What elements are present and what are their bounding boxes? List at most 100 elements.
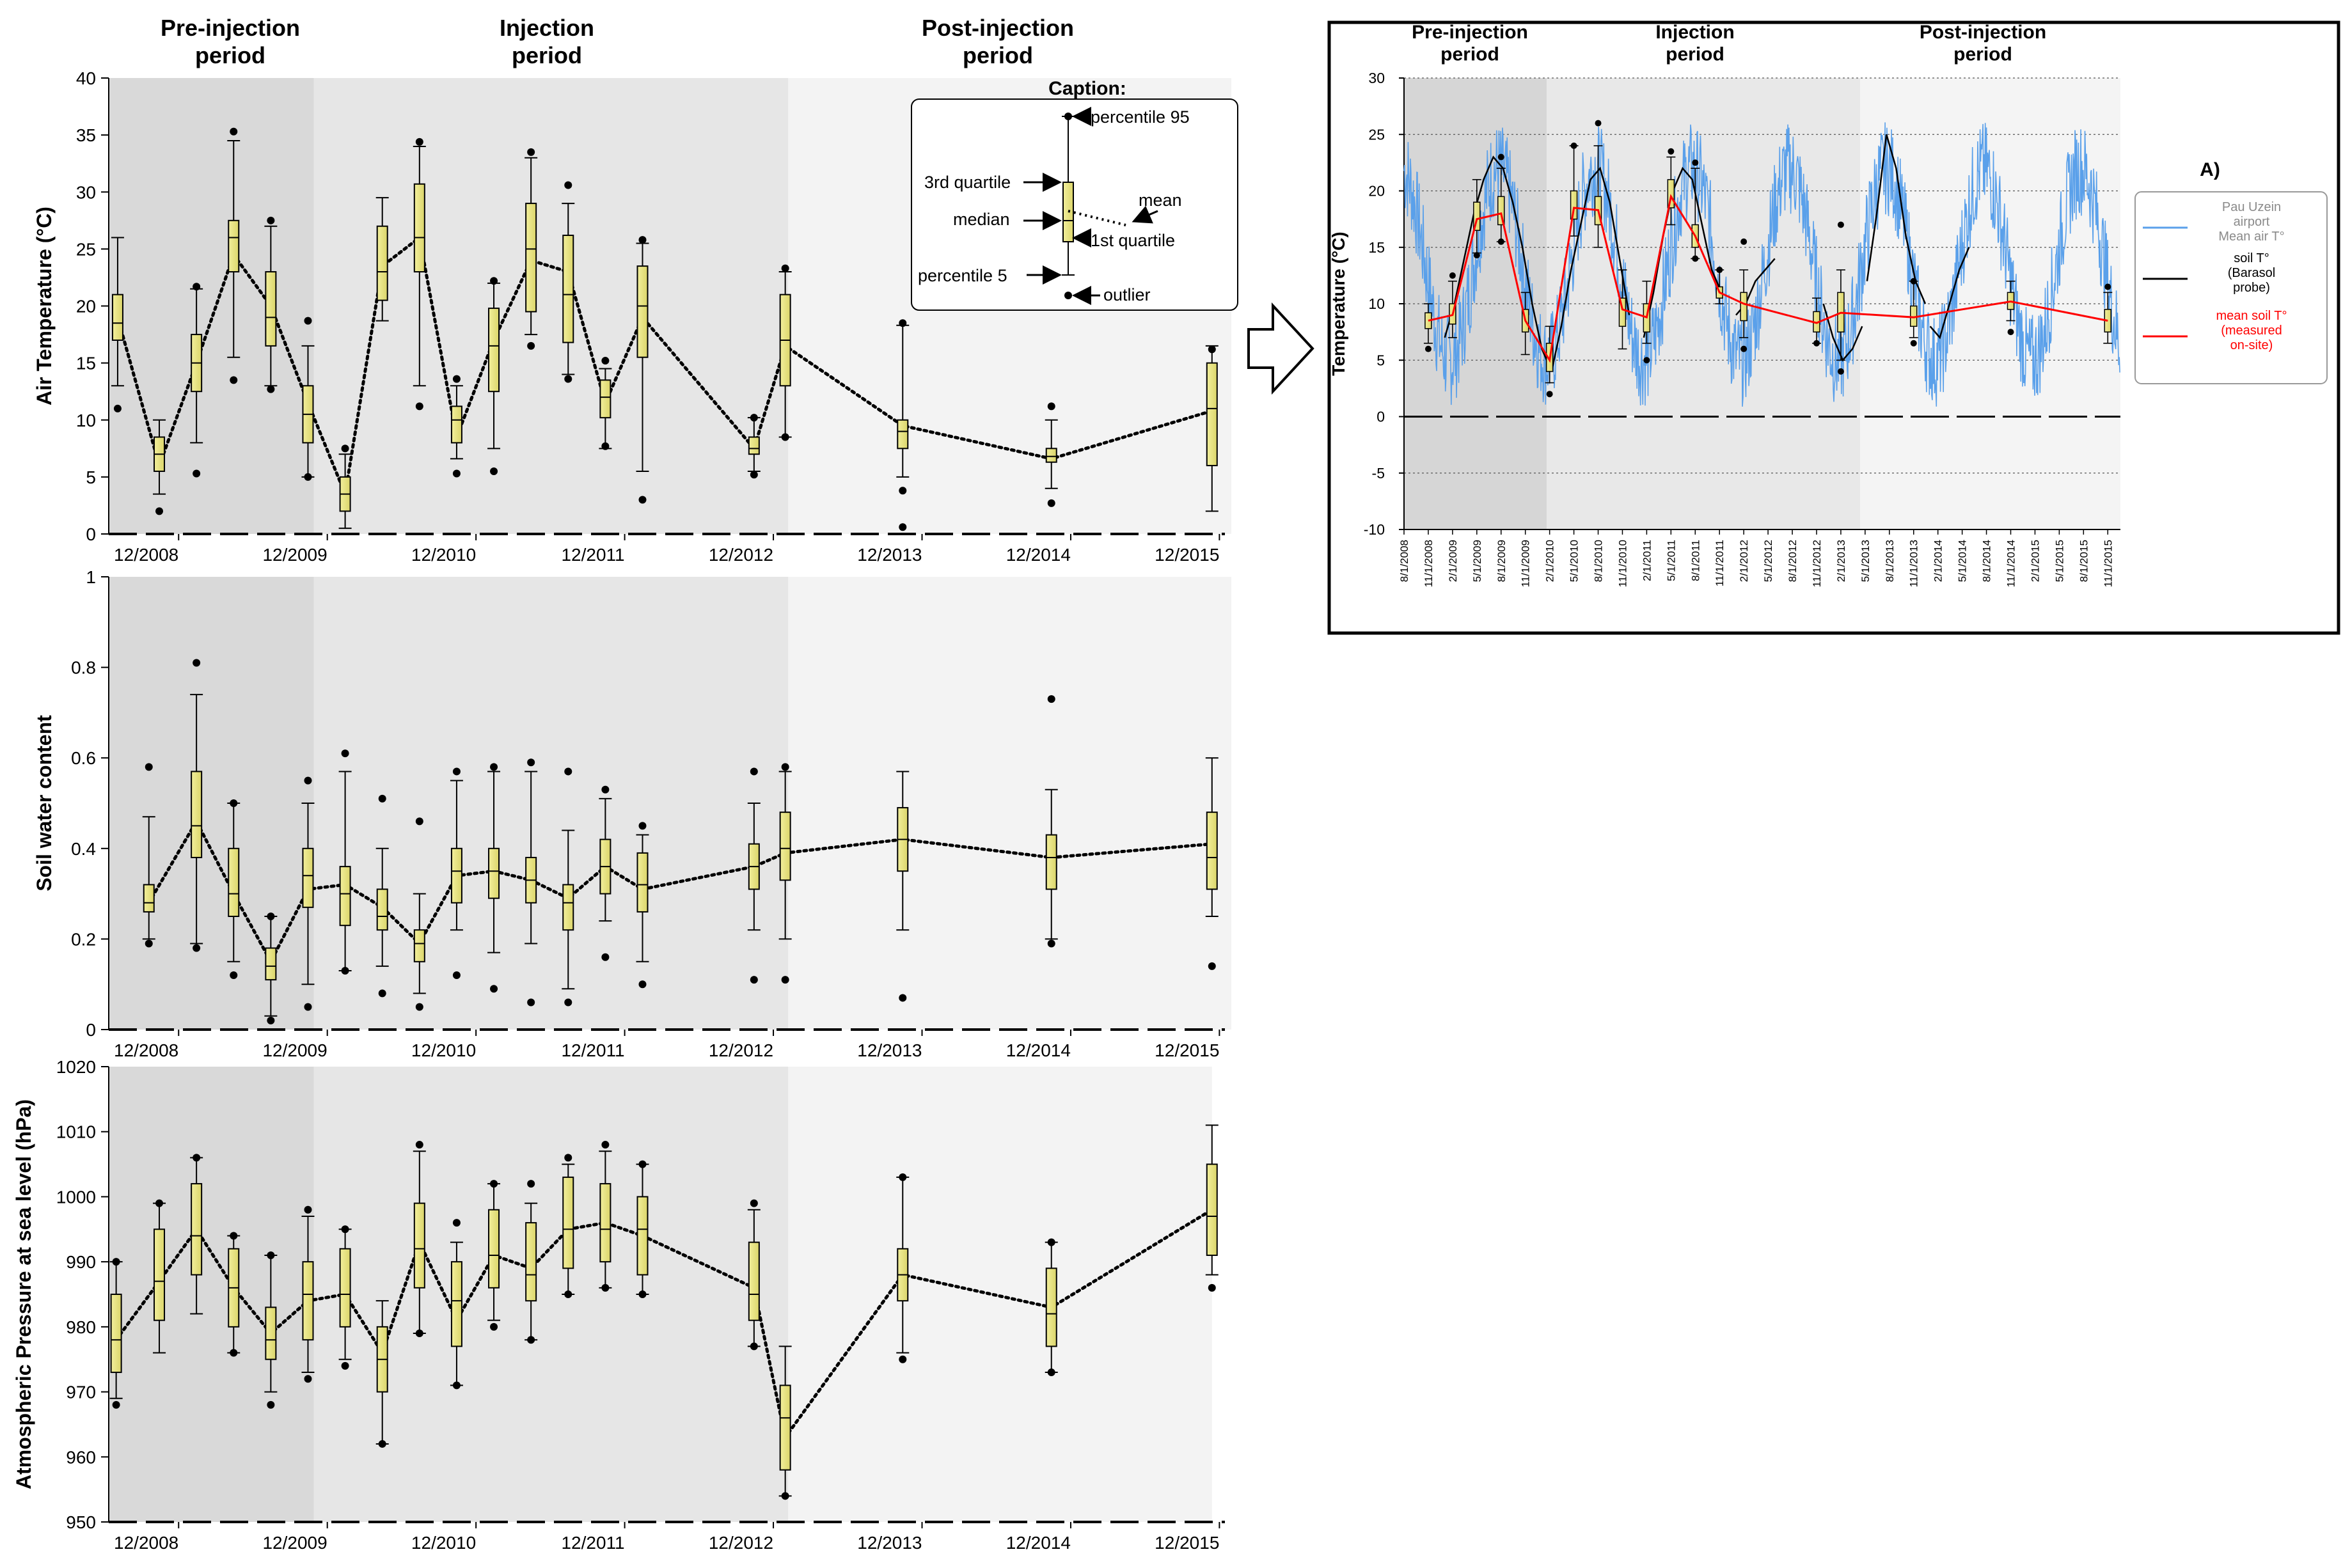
- outlier-point: [490, 1180, 498, 1188]
- y-tick-label: 40: [76, 68, 96, 88]
- x-tick-label: 2/1/2013: [1835, 540, 1847, 582]
- outlier-point: [527, 148, 535, 156]
- outlier-point: [1692, 159, 1699, 166]
- y-tick-label: 980: [66, 1317, 96, 1337]
- outlier-point: [1208, 345, 1216, 354]
- box-8: [375, 1300, 389, 1448]
- outlier-point: [1208, 962, 1216, 970]
- y-tick-label: 25: [76, 239, 96, 259]
- outlier-point: [1047, 402, 1055, 411]
- outlier-point: [230, 971, 238, 980]
- box-1: [109, 1258, 123, 1409]
- box-9: [413, 137, 426, 411]
- outlier-point: [415, 1141, 423, 1149]
- outlier-point: [750, 1199, 758, 1207]
- caption-mean-line: [1068, 210, 1126, 226]
- box-20: [1205, 345, 1219, 512]
- outlier-point: [781, 433, 789, 441]
- period-title-3: Post-injection period: [922, 15, 1074, 68]
- outlier-point: [415, 402, 423, 411]
- box-iqr: [562, 234, 574, 343]
- box-1: [142, 763, 155, 948]
- caption-outlier-dot: [1064, 292, 1072, 299]
- outlier-point: [601, 953, 610, 961]
- outlier-point: [750, 414, 758, 422]
- box-2: [153, 1199, 166, 1354]
- outlier-point: [527, 998, 535, 1007]
- outlier-point: [601, 785, 610, 794]
- outlier-point: [1716, 267, 1723, 274]
- series-soil-probe-segment: [1643, 166, 1723, 338]
- box-iqr: [599, 379, 611, 419]
- outlier-point: [452, 375, 461, 383]
- panel-label: A): [2200, 159, 2220, 180]
- box-3: [190, 1154, 203, 1315]
- outlier-point: [899, 523, 907, 531]
- outlier-point: [230, 1232, 238, 1240]
- box-iqr: [228, 219, 240, 273]
- caption-arrow: [1132, 205, 1158, 224]
- caption-frame: [911, 98, 1238, 311]
- outlier-point: [267, 1400, 275, 1409]
- y-tick-label: 35: [76, 125, 96, 145]
- outlier-point: [452, 469, 461, 478]
- series-mean-soil: [1428, 194, 2108, 363]
- box-iqr: [143, 884, 155, 913]
- y-axis-title: Soil water content: [33, 715, 56, 891]
- box-9: [413, 1141, 426, 1338]
- outlier-point: [601, 1283, 610, 1292]
- outlier-point: [527, 1180, 535, 1188]
- x-tick-label: 12/2011: [561, 1040, 624, 1060]
- box-1: [111, 237, 124, 412]
- outlier-point: [1813, 340, 1820, 347]
- outlier-point: [490, 467, 498, 475]
- outlier-point: [415, 137, 423, 146]
- y-axis-title: Atmospheric Pressure at sea level (hPa): [12, 1099, 35, 1489]
- box-5: [264, 216, 278, 393]
- box-iqr: [191, 1183, 203, 1276]
- caption-label: percentile 5: [918, 266, 1007, 285]
- x-tick-label: 5/1/2011: [1665, 540, 1677, 581]
- outlier-point: [638, 1290, 647, 1298]
- x-tick-label: 11/1/2012: [1811, 540, 1823, 587]
- x-tick-label: 8/1/2010: [1593, 540, 1605, 582]
- box-20: [1205, 1124, 1219, 1292]
- box-13: [599, 785, 612, 961]
- box-11: [487, 1180, 501, 1331]
- box-iqr: [376, 225, 388, 301]
- box-8: [375, 197, 389, 322]
- period-title: Pre-injection period: [1412, 22, 1528, 65]
- outlier-point: [1473, 252, 1480, 259]
- box-iqr: [1570, 190, 1578, 220]
- outlier-point: [638, 822, 647, 830]
- y-tick-label: 0: [86, 1020, 96, 1040]
- box-iqr: [636, 852, 649, 913]
- box-15: [636, 236, 649, 504]
- x-tick-label: 12/2009: [262, 545, 327, 565]
- outlier-point: [193, 469, 201, 478]
- box-iqr: [339, 1248, 351, 1328]
- outlier-point: [341, 1225, 349, 1234]
- period-title-1: Pre-injection period: [161, 15, 300, 68]
- outlier-point: [564, 1290, 572, 1298]
- y-tick-label: 0.2: [71, 929, 96, 949]
- outlier-point: [155, 1199, 164, 1207]
- legend-frame: [2134, 191, 2328, 384]
- y-tick-label: 15: [1368, 239, 1385, 256]
- period-band-2: [313, 577, 789, 1030]
- outlier-point: [155, 507, 164, 515]
- y-tick-label: 0.6: [71, 748, 96, 768]
- outlier-point: [1910, 278, 1917, 285]
- outlier-point: [267, 385, 275, 393]
- caption-label: median: [953, 210, 1010, 229]
- outlier-point: [1643, 357, 1650, 364]
- box-14: [599, 1141, 612, 1292]
- box-iqr: [450, 1261, 462, 1347]
- outlier-point: [638, 236, 647, 244]
- box-11: [487, 277, 501, 475]
- outlier-point: [341, 1361, 349, 1370]
- box-iqr: [228, 847, 240, 918]
- outlier-point: [267, 1016, 275, 1024]
- outlier-point: [781, 763, 789, 771]
- box-iqr: [154, 1228, 166, 1321]
